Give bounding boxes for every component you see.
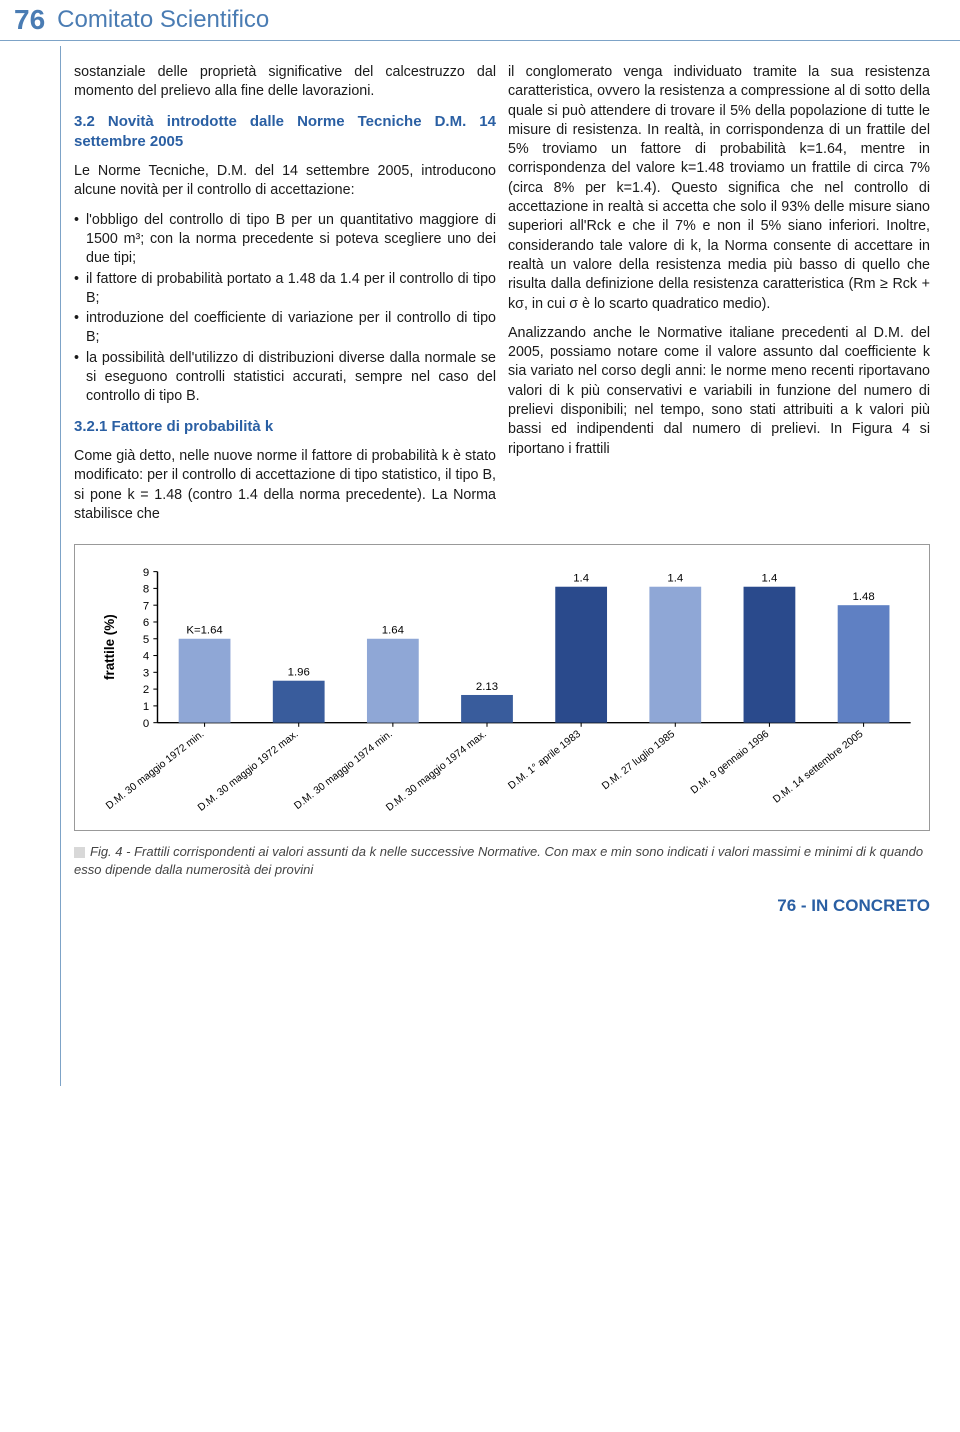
left-p1: sostanziale delle proprietà significativ… <box>74 63 496 102</box>
svg-text:D.M. 30 maggio 1974 max.: D.M. 30 maggio 1974 max. <box>384 729 488 814</box>
svg-text:1.96: 1.96 <box>288 667 310 679</box>
page-number: 76 <box>0 0 53 40</box>
svg-text:6: 6 <box>143 617 149 629</box>
svg-text:5: 5 <box>143 634 149 646</box>
right-p2: Analizzando anche le Normative italiane … <box>508 324 930 459</box>
footer-text: 76 - IN CONCRETO <box>0 890 960 934</box>
list-item: il fattore di probabilità portato a 1.48… <box>74 270 496 309</box>
svg-text:D.M. 9 gennaio 1996: D.M. 9 gennaio 1996 <box>689 729 772 797</box>
svg-text:1.4: 1.4 <box>762 573 778 585</box>
chart-container: 0 1 2 3 4 5 6 7 8 9 frattile (%) K=1.64 D.M. 30 magg… <box>74 544 930 831</box>
vertical-rule <box>60 46 61 1086</box>
figure-caption: Fig. 4 - Frattili corrispondenti ai valo… <box>74 843 930 878</box>
heading-3-2-1: 3.2.1 Fattore di probabilità k <box>74 417 496 437</box>
svg-text:D.M. 1° aprile 1983: D.M. 1° aprile 1983 <box>506 729 583 792</box>
svg-text:1.4: 1.4 <box>573 573 589 585</box>
right-p1: il conglomerato venga individuato tramit… <box>508 63 930 314</box>
svg-text:1.48: 1.48 <box>853 591 875 603</box>
caption-text: Fig. 4 - Frattili corrispondenti ai valo… <box>74 844 923 877</box>
list-item: la possibilità dell'utilizzo di distribu… <box>74 349 496 407</box>
svg-text:D.M. 30 maggio 1972 max.: D.M. 30 maggio 1972 max. <box>196 729 300 814</box>
svg-text:1.4: 1.4 <box>667 573 683 585</box>
svg-text:D.M. 30 maggio 1974 min.: D.M. 30 maggio 1974 min. <box>292 729 394 812</box>
svg-text:2: 2 <box>143 684 149 696</box>
bar-chart: 0 1 2 3 4 5 6 7 8 9 frattile (%) K=1.64 D.M. 30 magg… <box>83 553 921 822</box>
svg-text:8: 8 <box>143 584 149 596</box>
svg-text:D.M. 30 maggio 1972 min.: D.M. 30 maggio 1972 min. <box>104 729 206 812</box>
svg-text:0: 0 <box>143 718 149 730</box>
svg-text:9: 9 <box>143 567 149 579</box>
body-columns: sostanziale delle proprietà significativ… <box>0 41 960 544</box>
caption-swatch-icon <box>74 847 85 858</box>
right-column: il conglomerato venga individuato tramit… <box>508 63 930 534</box>
svg-text:K=1.64: K=1.64 <box>186 625 222 637</box>
left-p2: Le Norme Tecniche, D.M. del 14 settembre… <box>74 162 496 201</box>
novelty-list: l'obbligo del controllo di tipo B per un… <box>74 211 496 407</box>
left-column: sostanziale delle proprietà significativ… <box>74 63 496 534</box>
svg-text:4: 4 <box>143 651 149 663</box>
svg-text:D.M. 14 settembre 2005: D.M. 14 settembre 2005 <box>771 729 865 806</box>
list-item: l'obbligo del controllo di tipo B per un… <box>74 211 496 269</box>
svg-text:D.M. 27 luglio 1985: D.M. 27 luglio 1985 <box>600 729 677 793</box>
svg-text:7: 7 <box>143 600 149 612</box>
header-bar: 76 Comitato Scientifico <box>0 0 960 41</box>
heading-3-2: 3.2 Novità introdotte dalle Norme Tecnic… <box>74 112 496 153</box>
page: 76 Comitato Scientifico sostanziale dell… <box>0 0 960 934</box>
left-p3: Come già detto, nelle nuove norme il fat… <box>74 447 496 524</box>
svg-text:2.13: 2.13 <box>476 681 498 693</box>
svg-text:1: 1 <box>143 701 149 713</box>
header-title: Comitato Scientifico <box>53 6 269 34</box>
svg-text:frattile (%): frattile (%) <box>102 614 117 680</box>
list-item: introduzione del coefficiente di variazi… <box>74 309 496 348</box>
svg-text:1.64: 1.64 <box>382 625 404 637</box>
svg-text:3: 3 <box>143 668 149 680</box>
